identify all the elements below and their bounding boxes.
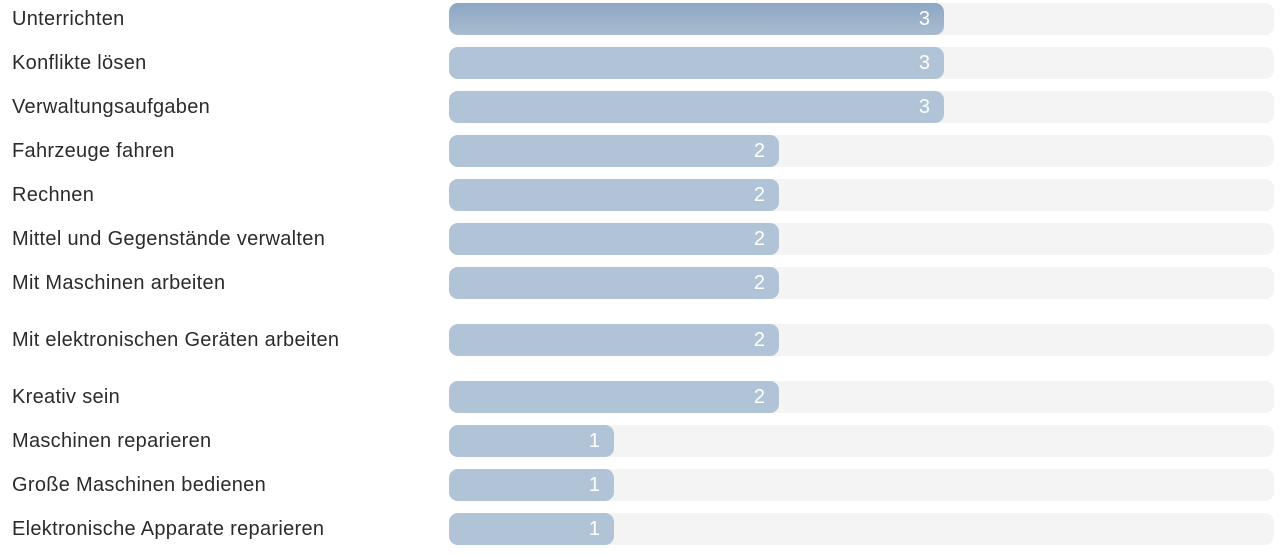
bar-value-label: 1 — [588, 430, 600, 452]
bar-value-label: 2 — [753, 140, 765, 162]
category-label: Elektronische Apparate reparieren — [12, 518, 325, 540]
bar-track: 2 — [449, 179, 1274, 211]
category-label: Unterrichten — [12, 8, 125, 30]
bar-row: Mit Maschinen arbeiten 2 — [0, 267, 1282, 311]
category-label: Große Maschinen bedienen — [12, 474, 267, 496]
category-label: Mit Maschinen arbeiten — [12, 272, 226, 294]
category-label: Konflikte lösen — [12, 52, 147, 74]
bar-row: Konflikte lösen 3 — [0, 47, 1282, 91]
category-label: Maschinen reparieren — [12, 430, 212, 452]
bar-row: Große Maschinen bedienen 1 — [0, 469, 1282, 513]
bar: 3 — [449, 3, 944, 35]
bar-row: Verwaltungsaufgaben 3 — [0, 91, 1282, 135]
bar-value-label: 1 — [588, 518, 600, 540]
bar: 2 — [449, 381, 779, 413]
bar-value-label: 2 — [753, 386, 765, 408]
bar-track: 1 — [449, 513, 1274, 545]
bar: 3 — [449, 47, 944, 79]
bar: 1 — [449, 513, 614, 545]
bar-track: 3 — [449, 91, 1274, 123]
bar: 2 — [449, 267, 779, 299]
bar-track: 1 — [449, 425, 1274, 457]
bar-track: 2 — [449, 267, 1274, 299]
bar-row: Maschinen reparieren 1 — [0, 425, 1282, 469]
bar: 3 — [449, 91, 944, 123]
bar-track: 2 — [449, 324, 1274, 356]
category-label: Rechnen — [12, 184, 95, 206]
bar: 2 — [449, 135, 779, 167]
bar-row: Elektronische Apparate reparieren 1 — [0, 513, 1282, 557]
category-label: Mit elektronischen Geräten arbeiten — [12, 329, 340, 351]
bar: 1 — [449, 469, 614, 501]
bar: 1 — [449, 425, 614, 457]
category-label: Kreativ sein — [12, 386, 121, 408]
bar-track: 2 — [449, 223, 1274, 255]
category-label: Verwaltungsaufgaben — [12, 96, 211, 118]
bar-row: Kreativ sein 2 — [0, 381, 1282, 425]
bar-track: 1 — [449, 469, 1274, 501]
bar-row: Rechnen 2 — [0, 179, 1282, 223]
bar-value-label: 3 — [918, 52, 930, 74]
bar-value-label: 3 — [918, 8, 930, 30]
bar-value-label: 2 — [753, 272, 765, 294]
bar-track: 3 — [449, 3, 1274, 35]
bar: 2 — [449, 179, 779, 211]
bar-row: Mittel und Gegenstände verwalten 2 — [0, 223, 1282, 267]
category-label: Mittel und Gegenstände verwalten — [12, 228, 326, 250]
bar-value-label: 2 — [753, 184, 765, 206]
bar-value-label: 2 — [753, 228, 765, 250]
bar-track: 3 — [449, 47, 1274, 79]
category-label: Fahrzeuge fahren — [12, 140, 175, 162]
bar-value-label: 3 — [918, 96, 930, 118]
bar-value-label: 2 — [753, 329, 765, 351]
bar-row: Fahrzeuge fahren 2 — [0, 135, 1282, 179]
bar-value-label: 1 — [588, 474, 600, 496]
bar: 2 — [449, 223, 779, 255]
bar-track: 2 — [449, 135, 1274, 167]
bar-row: Unterrichten 3 — [0, 3, 1282, 47]
bar-track: 2 — [449, 381, 1274, 413]
bar-row: Mit elektronischen Geräten arbeiten 2 — [0, 311, 1282, 381]
bar: 2 — [449, 324, 779, 356]
